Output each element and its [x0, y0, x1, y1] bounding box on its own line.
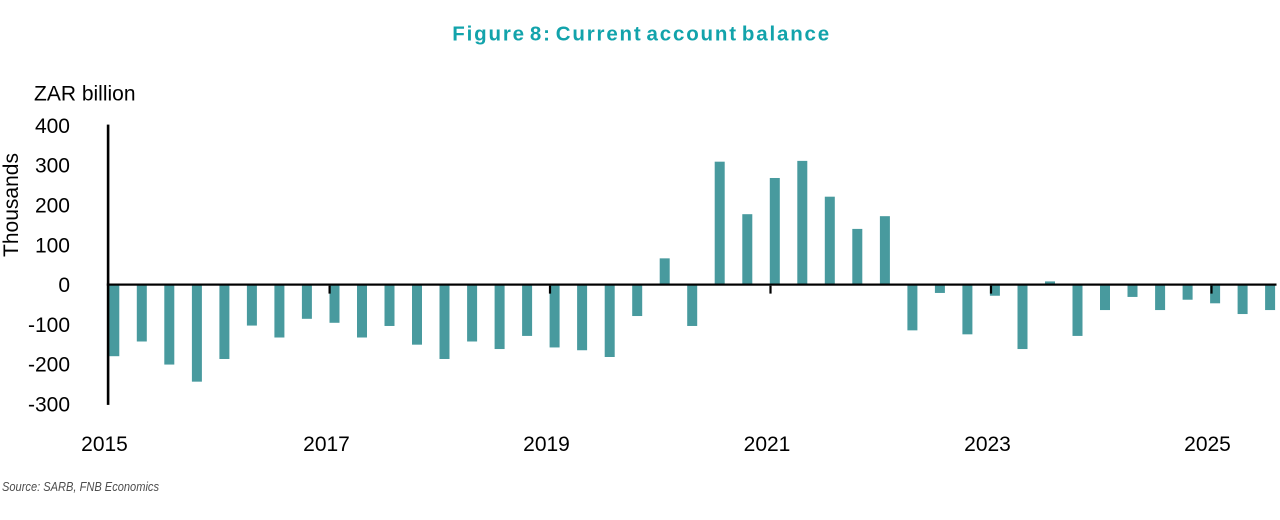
svg-text:2023: 2023 — [964, 433, 1011, 456]
svg-text:Source: SARB, FNB Economics: Source: SARB, FNB Economics — [2, 480, 159, 494]
svg-text:-300: -300 — [28, 393, 70, 416]
svg-text:0: 0 — [58, 274, 70, 297]
svg-text:200: 200 — [35, 195, 70, 218]
svg-text:400: 400 — [35, 115, 70, 138]
svg-text:-200: -200 — [28, 354, 70, 377]
svg-text:2015: 2015 — [81, 433, 128, 456]
svg-text:300: 300 — [35, 155, 70, 178]
svg-text:Figure 8: Current account bala: Figure 8: Current account balance — [452, 22, 831, 45]
svg-text:2019: 2019 — [523, 433, 570, 456]
svg-text:2017: 2017 — [303, 433, 350, 456]
svg-text:2025: 2025 — [1184, 433, 1231, 456]
svg-text:100: 100 — [35, 234, 70, 257]
svg-text:-100: -100 — [28, 314, 70, 337]
svg-text:ZAR billion: ZAR billion — [34, 83, 136, 106]
svg-text:Thousands: Thousands — [0, 153, 23, 257]
svg-text:2021: 2021 — [744, 433, 791, 456]
